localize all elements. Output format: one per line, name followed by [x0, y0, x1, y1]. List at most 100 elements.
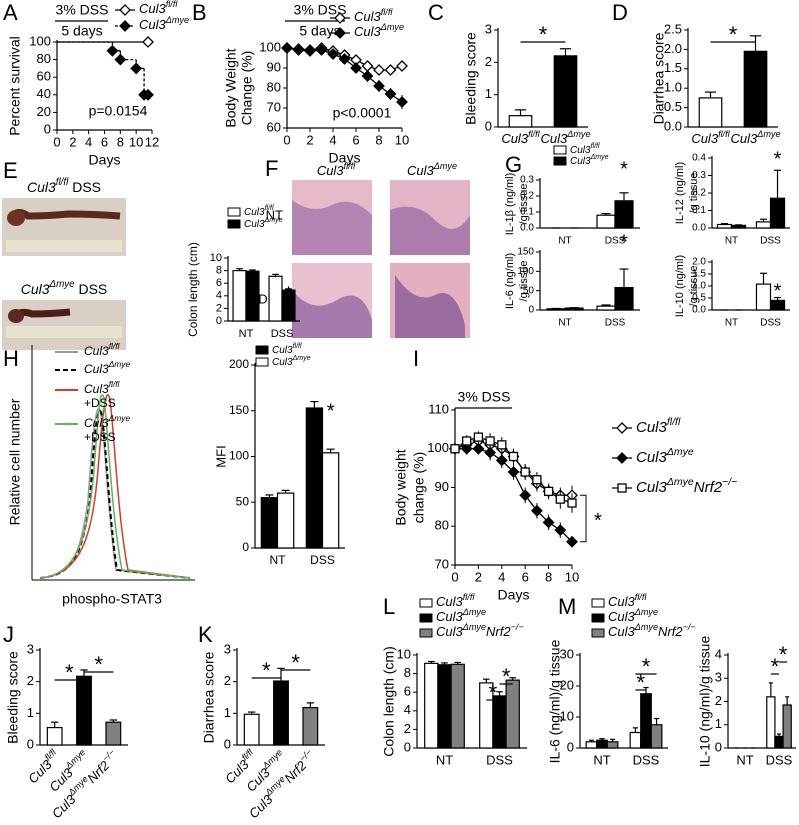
text-part: DSS: [68, 179, 101, 195]
text-part: Δmye: [292, 355, 311, 362]
text-part: Cul3: [436, 594, 464, 609]
bar: [596, 214, 616, 229]
text-part: Δmye: [63, 748, 87, 772]
text-part: Δmye: [462, 607, 486, 617]
y-tick-label: 2.0: [692, 257, 706, 268]
annotation: 3% DSS: [294, 2, 347, 18]
y-tick-label: 150: [517, 247, 534, 258]
x-tick-label: DSS: [760, 318, 781, 329]
legend-label: Cul3Δmye: [608, 607, 658, 624]
y-tick-label: 100: [517, 266, 534, 277]
text-part: −/−: [722, 476, 737, 488]
bar: [774, 735, 784, 749]
x-tick-label: NT: [558, 318, 571, 329]
legend-label: Cul3Δmye: [139, 15, 189, 32]
y-tick-label: 200: [229, 357, 249, 371]
marker: [130, 62, 143, 75]
text-part: Δmye: [666, 476, 694, 488]
marker: [497, 440, 507, 450]
x-tick-label: DSS: [766, 752, 793, 767]
x-tick-label: 8: [375, 132, 382, 147]
x-axis-label: Days: [498, 587, 530, 603]
bar: [640, 693, 652, 749]
legend-label: Cul3fl/fl: [354, 7, 393, 24]
text-part: Cul3: [84, 344, 109, 358]
legend-label: Cul3Δmye: [436, 607, 486, 624]
marker: [361, 70, 374, 82]
legend-swatch: [419, 598, 433, 608]
y-tick-label: 2: [715, 693, 722, 708]
y-tick-label: 0: [27, 736, 34, 751]
annotation: 5 days: [61, 23, 102, 39]
annotation: 3% DSS: [458, 389, 511, 405]
marker: [567, 498, 577, 508]
x-tick-label: 10: [395, 132, 409, 147]
x-tick-label: Cul3fl/fl: [691, 129, 730, 146]
y-tick-label: 110: [428, 401, 449, 416]
significance-star: *: [636, 670, 645, 695]
x-tick-label: 6: [352, 132, 359, 147]
legend-swatch: [255, 357, 269, 367]
panel-label: L: [383, 594, 395, 619]
y-tick-label: 0: [44, 121, 51, 136]
legend-label: Cul3Δmye: [354, 22, 404, 39]
x-tick-label: NT: [593, 752, 610, 767]
bar: [716, 223, 733, 229]
text-part: Cul3: [608, 609, 636, 624]
marker: [508, 451, 519, 462]
annotation: p=0.0154: [89, 103, 148, 119]
text-part: Cul3: [272, 357, 293, 368]
text-part: Cul3: [691, 131, 719, 146]
y-tick-label: 3: [715, 670, 722, 685]
legend-label: Cul3fl/fl: [272, 343, 302, 355]
x-tick-label: NT: [239, 328, 254, 340]
y-tick-label: 0.2: [520, 191, 534, 202]
bar: [273, 680, 289, 746]
significance-star: *: [327, 400, 335, 422]
y-axis-label: /g tissue: [518, 184, 530, 225]
significance-star: *: [774, 148, 782, 170]
bar: [281, 289, 296, 322]
text-part: fl/fl: [265, 205, 274, 212]
x-tick-label: 2: [306, 132, 313, 147]
significance-star: *: [94, 652, 103, 677]
bar: [232, 270, 247, 322]
marker: [281, 42, 293, 54]
marker: [450, 444, 460, 454]
bar: [606, 741, 619, 749]
legend-swatch: [419, 613, 433, 623]
marker: [304, 45, 316, 57]
y-tick-label: 0: [224, 736, 231, 751]
bar: [769, 299, 786, 311]
annotation: 5 days: [299, 23, 340, 39]
panel-label: F: [265, 156, 278, 181]
annotation: 3% DSS: [56, 2, 109, 18]
legend-label: Cul3Δmye: [84, 359, 130, 376]
y-tick-label: 80: [267, 79, 281, 94]
y-axis-label: change (%): [411, 452, 427, 524]
marker: [315, 44, 328, 56]
legend-label: Cul3fl/fl: [139, 0, 178, 16]
y-tick-label: 50: [236, 494, 250, 508]
y-tick-label: 10: [397, 646, 411, 661]
marker: [532, 475, 542, 485]
bar: [596, 739, 608, 749]
text-part: Cul3: [608, 624, 636, 639]
text-part: Δmye: [108, 413, 131, 423]
marker: [566, 535, 578, 548]
y-axis-label: Diarrhea score: [651, 32, 667, 124]
text-part: Cul3: [608, 594, 636, 609]
text-part: Cul3: [436, 609, 464, 624]
photo-title: Cul3Δmye DSS: [21, 279, 108, 297]
y-tick-label: 6: [216, 277, 222, 289]
x-tick-label: 4: [498, 569, 505, 584]
x-tick-label: NT: [725, 236, 738, 247]
bar: [76, 675, 92, 746]
annotation: p<0.0001: [333, 105, 392, 121]
y-tick-label: 0.4: [692, 153, 706, 164]
y-tick-label: 0.0: [692, 305, 706, 316]
bar: [546, 308, 566, 311]
y-axis-label: /g tissue: [518, 261, 530, 302]
significance-star: *: [489, 680, 498, 705]
x-tick-label: 10: [129, 134, 143, 149]
